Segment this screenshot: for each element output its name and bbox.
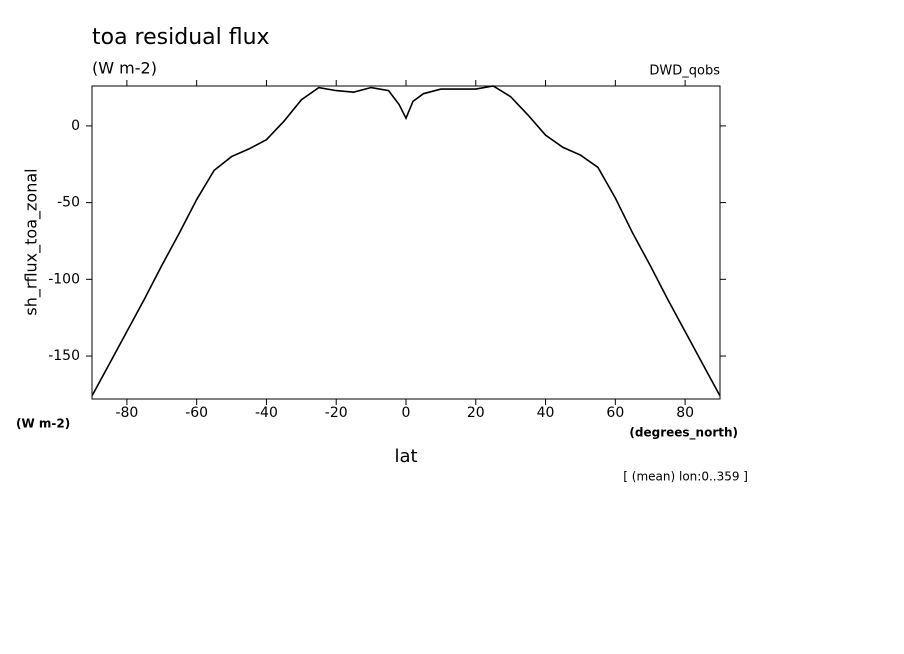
- y-axis-label: sh_rflux_toa_zonal: [22, 168, 42, 315]
- data-line: [91, 85, 721, 397]
- x-tick-label: -60: [185, 405, 208, 421]
- x-tick-label: -80: [115, 405, 138, 421]
- x-tick-label: -40: [255, 405, 278, 421]
- x-units: (degrees_north): [629, 426, 738, 441]
- y-tick-label: -100: [48, 271, 80, 287]
- note: [ (mean) lon:0..359 ]: [623, 470, 748, 484]
- x-tick-label: 20: [467, 405, 485, 421]
- x-tick-label: 0: [402, 405, 411, 421]
- y-tick-label: -50: [57, 195, 80, 211]
- y-tick-label: 0: [71, 118, 80, 134]
- x-tick-label: 80: [676, 405, 694, 421]
- x-axis-label: lat: [394, 446, 417, 467]
- x-tick-label: 40: [537, 405, 555, 421]
- x-tick-label: -20: [325, 405, 348, 421]
- dataset-label: DWD_qobs: [649, 64, 720, 79]
- x-tick-label: 60: [606, 405, 624, 421]
- y-tick-label: -150: [48, 348, 80, 364]
- subtitle: (W m-2): [92, 59, 157, 78]
- chart-title: toa residual flux: [92, 25, 270, 50]
- y-units: (W m-2): [16, 417, 70, 431]
